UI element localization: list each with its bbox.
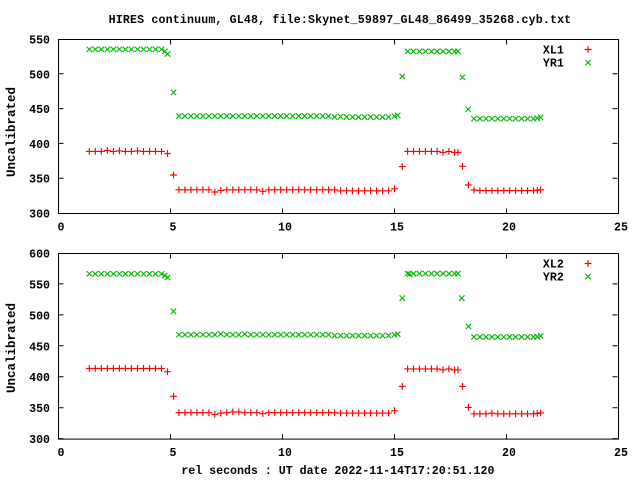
svg-text:25: 25 [614, 447, 628, 460]
svg-text:0: 0 [58, 222, 65, 235]
svg-text:XL2: XL2 [543, 259, 564, 272]
svg-text:0: 0 [58, 447, 65, 460]
svg-text:350: 350 [29, 403, 50, 416]
svg-text:15: 15 [390, 447, 404, 460]
svg-text:YR1: YR1 [543, 58, 564, 71]
svg-text:Uncalibrated: Uncalibrated [5, 87, 19, 177]
svg-text:5: 5 [170, 222, 177, 235]
svg-text:500: 500 [29, 310, 50, 323]
svg-text:rel seconds : UT date 2022-11-: rel seconds : UT date 2022-11-14T17:20:5… [181, 465, 494, 478]
svg-text:450: 450 [29, 104, 50, 117]
svg-text:450: 450 [29, 341, 50, 354]
svg-text:10: 10 [278, 222, 292, 235]
svg-text:XL1: XL1 [543, 45, 564, 58]
svg-text:Uncalibrated: Uncalibrated [5, 303, 19, 393]
svg-text:15: 15 [390, 222, 404, 235]
svg-text:5: 5 [170, 447, 177, 460]
svg-text:500: 500 [29, 69, 50, 82]
svg-text:400: 400 [29, 139, 50, 152]
svg-text:HIRES continuum, GL48, file:Sk: HIRES continuum, GL48, file:Skynet_59897… [109, 14, 572, 27]
svg-text:400: 400 [29, 372, 50, 385]
svg-text:350: 350 [29, 174, 50, 187]
svg-text:YR2: YR2 [543, 272, 564, 285]
svg-text:300: 300 [29, 209, 50, 222]
svg-text:600: 600 [29, 249, 50, 262]
svg-text:550: 550 [29, 35, 50, 48]
svg-text:20: 20 [502, 222, 516, 235]
svg-text:300: 300 [29, 434, 50, 447]
svg-text:10: 10 [278, 447, 292, 460]
svg-text:20: 20 [502, 447, 516, 460]
svg-text:550: 550 [29, 279, 50, 292]
svg-text:25: 25 [614, 222, 628, 235]
